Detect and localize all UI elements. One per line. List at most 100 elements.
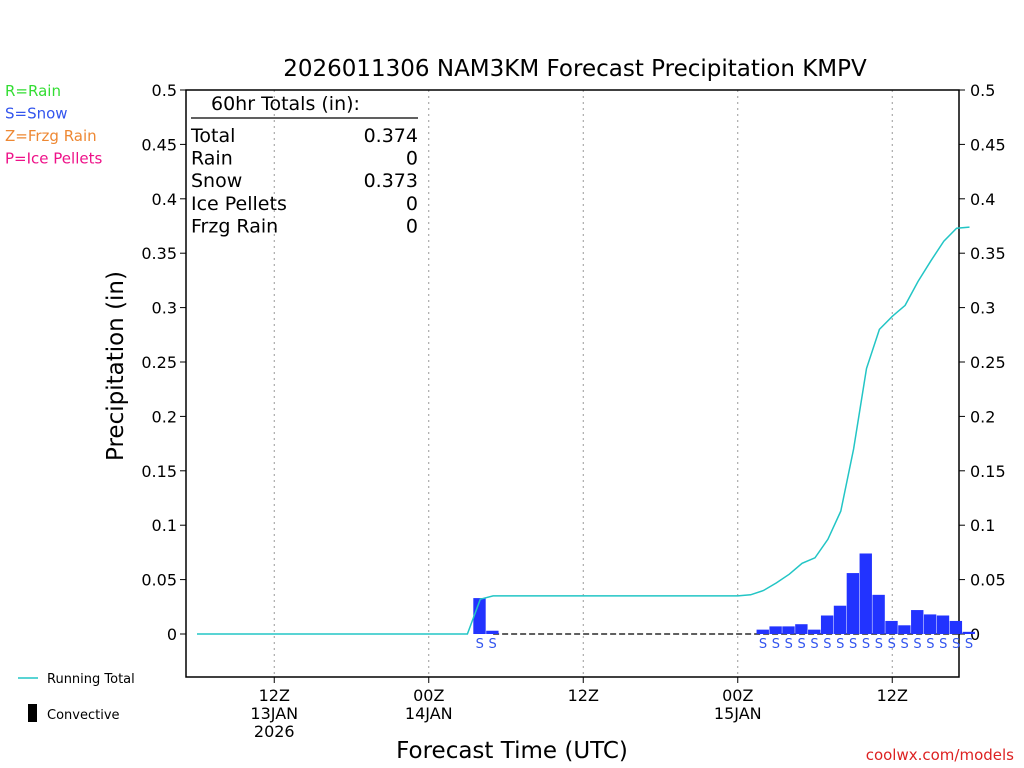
totals-header: 60hr Totals (in):: [211, 93, 360, 115]
ptype-label: S: [913, 637, 921, 652]
snow-bar: [769, 626, 782, 634]
y-axis-left: 0 0.05 0.1 0.15 0.2 0.25 0.3 0.35 0.4 0.45 0.5: [141, 81, 186, 644]
y-tick-label-right: 0.5: [970, 81, 995, 100]
snow-bar: [936, 615, 950, 634]
totals-row-label: Rain: [191, 148, 233, 170]
ptype-label: S: [900, 637, 908, 652]
ptype-label: S: [488, 637, 496, 652]
snow-bar: [808, 629, 821, 634]
ptype-label: S: [965, 637, 973, 652]
snow-bar: [872, 594, 885, 634]
x-tick-label: 12Z: [259, 686, 290, 705]
legend-r-rain: R=Rain: [5, 82, 61, 100]
totals-row-label: Total: [190, 125, 235, 147]
legend-p-ice-pellets: P=Ice Pellets: [5, 150, 102, 168]
y-axis-label: Precipitation (in): [103, 271, 129, 461]
y-tick-label: 0: [167, 625, 177, 644]
totals-row-value: 0.373: [364, 170, 418, 192]
y-tick-label-right: 0.2: [970, 407, 995, 426]
ptype-label: S: [797, 637, 805, 652]
totals-row-value: 0: [406, 148, 418, 170]
snow-bar: [846, 573, 860, 634]
convective-legend-label: Convective: [47, 708, 120, 723]
ptype-label: S: [785, 637, 793, 652]
ptype-label: S: [952, 637, 960, 652]
x-tick-label: 12Z: [568, 686, 599, 705]
ptype-label: S: [476, 637, 484, 652]
plot-frame: [185, 89, 960, 678]
totals-row-label: Ice Pellets: [191, 193, 287, 215]
totals-rows: Total 0.374 Rain 0 Snow 0.373 Ice Pellets 0 Frzg…: [190, 125, 418, 237]
y-tick-label-right: 0.45: [970, 135, 1006, 154]
totals-row-label: Frzg Rain: [191, 215, 278, 237]
snow-bar: [885, 620, 898, 634]
y-tick-label: 0.25: [141, 353, 177, 372]
running-total-legend-label: Running Total: [47, 672, 135, 687]
precip-type-legend: R=Rain S=Snow Z=Frzg Rain P=Ice Pellets: [5, 82, 102, 168]
x-tick-label: 15JAN: [714, 704, 762, 723]
convective-legend-swatch: [28, 704, 37, 722]
ptype-label: S: [875, 637, 883, 652]
y-tick-label-right: 0.4: [970, 190, 995, 209]
ptype-label: S: [862, 637, 870, 652]
y-tick-label: 0.3: [152, 299, 177, 318]
totals-box: 60hr Totals (in): Total 0.374 Rain 0 Snow 0.3…: [190, 93, 418, 237]
ptype-label: S: [823, 637, 831, 652]
line-legend: Running Total Convective: [18, 672, 135, 723]
snow-bar: [833, 605, 847, 634]
y-tick-label: 0.1: [152, 516, 177, 535]
x-axis-label: Forecast Time (UTC): [396, 738, 628, 764]
x-tick-label: 2026: [254, 722, 295, 741]
y-tick-label-right: 0: [970, 625, 980, 644]
x-tick-label: 12Z: [877, 686, 908, 705]
y-tick-label-right: 0.1: [970, 516, 995, 535]
snow-bar: [782, 626, 795, 634]
snow-bar: [949, 620, 963, 634]
y-tick-label-right: 0.35: [970, 244, 1006, 263]
ptype-label: S: [772, 637, 780, 652]
y-tick-label: 0.5: [152, 81, 177, 100]
y-tick-label-right: 0.05: [970, 571, 1006, 590]
ptype-label: S: [888, 637, 896, 652]
running-total-polyline: [197, 226, 970, 635]
snow-bar: [473, 598, 486, 634]
y-tick-label: 0.15: [141, 462, 177, 481]
ptype-label: S: [939, 637, 947, 652]
totals-row-label: Snow: [191, 170, 242, 192]
chart-title: 2026011306 NAM3KM Forecast Precipitation…: [283, 56, 867, 82]
y-tick-label-right: 0.3: [970, 299, 995, 318]
legend-s-snow: S=Snow: [5, 105, 68, 123]
snow-bar: [923, 614, 937, 634]
y-tick-label: 0.2: [152, 407, 177, 426]
y-tick-label: 0.05: [141, 571, 177, 590]
y-tick-label-right: 0.25: [970, 353, 1006, 372]
ptype-label: S: [810, 637, 818, 652]
credit-text: coolwx.com/models: [866, 746, 1014, 764]
snow-bar: [795, 624, 808, 634]
vertical-gridlines: [273, 90, 893, 677]
y-tick-label: 0.35: [141, 244, 177, 263]
y-tick-label-right: 0.15: [970, 462, 1006, 481]
snow-bar: [911, 610, 924, 634]
ptype-label: S: [836, 637, 844, 652]
ptype-label: S: [849, 637, 857, 652]
snow-bars: [473, 553, 975, 634]
snow-bar: [756, 629, 769, 634]
x-tick-label: 14JAN: [405, 704, 453, 723]
totals-row-value: 0.374: [364, 125, 418, 147]
y-tick-label: 0.45: [141, 135, 177, 154]
snow-bar: [859, 553, 872, 634]
snow-bar: [820, 615, 834, 634]
snow-bar: [898, 625, 911, 634]
x-tick-label: 13JAN: [250, 704, 298, 723]
x-tick-label: 00Z: [413, 686, 444, 705]
totals-row-value: 0: [406, 193, 418, 215]
ptype-label: S: [926, 637, 934, 652]
legend-z-frzg-rain: Z=Frzg Rain: [5, 127, 97, 145]
totals-row-value: 0: [406, 215, 418, 237]
snow-bar: [486, 630, 499, 634]
ptype-label: S: [759, 637, 767, 652]
